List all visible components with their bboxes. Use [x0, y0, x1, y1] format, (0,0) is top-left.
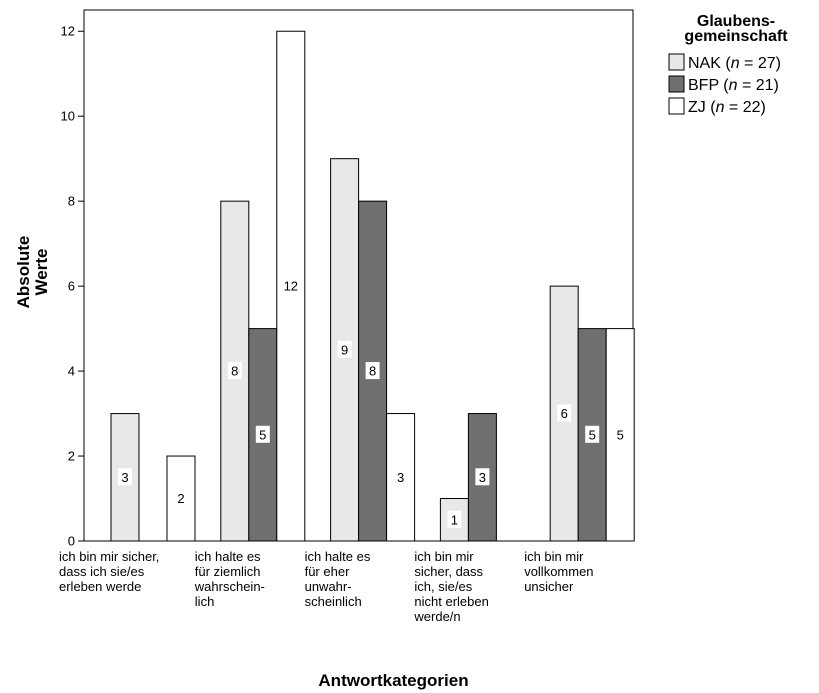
data-label-nak-2: 9	[341, 342, 348, 357]
x-category-line: für eher	[305, 564, 350, 579]
legend-swatch-nak	[668, 53, 685, 71]
data-label-bg	[174, 489, 188, 507]
data-label-nak-3: 1	[451, 512, 458, 527]
x-category-line: unwahr-	[305, 579, 352, 594]
legend-swatch-bfp	[668, 75, 685, 93]
x-category-label-4: ich bin mir vollkommen unsicher	[524, 549, 593, 594]
y-tick-label: 12	[61, 24, 75, 39]
legend: Glaubens-gemeinschaft NAK (n = 27) BFP (n …	[668, 13, 788, 116]
x-category-line: ich halte es	[305, 549, 371, 564]
data-label-nak-4: 6	[561, 406, 568, 421]
x-category-line: erleben werde	[59, 579, 141, 594]
data-label-zj-4: 5	[617, 427, 624, 442]
y-tick-label: 8	[68, 194, 75, 209]
bars	[110, 30, 635, 542]
data-label-zj-2: 3	[397, 470, 404, 485]
x-category-line: sicher, dass	[414, 564, 483, 579]
data-label-nak-0: 3	[121, 470, 128, 485]
x-category-line: dass ich sie/es	[59, 564, 145, 579]
x-category-line: ich halte es	[195, 549, 261, 564]
y-axis-title: AbsoluteWerte	[14, 236, 51, 309]
x-category-line: scheinlich	[305, 594, 362, 609]
y-tick-label: 6	[68, 279, 75, 294]
data-label-bg	[613, 425, 628, 443]
data-label-bfp-1: 5	[259, 427, 266, 442]
x-category-label-3: ich bin mir sicher, dass ich, sie/es nicht …	[413, 549, 488, 624]
data-label-bfp-2: 8	[369, 364, 376, 379]
data-label-bg	[365, 362, 380, 380]
data-label-bg	[118, 468, 132, 486]
x-axis: ich bin mir sicher, dass ich sie/es erlebe…	[59, 549, 594, 624]
x-category-line: ich bin mir	[524, 549, 584, 564]
data-label-bg	[585, 425, 600, 443]
y-tick-label: 4	[68, 364, 75, 379]
legend-entry-bfp: BFP (n = 21)	[688, 77, 779, 94]
bar-zj-0	[166, 455, 196, 542]
data-labels: 3 2 8 5 12 9 8 3 1 3 6 5 5	[118, 277, 628, 528]
x-category-line: ich bin mir	[414, 549, 474, 564]
data-label-bg	[557, 404, 572, 422]
data-label-bg	[337, 340, 352, 358]
data-label-zj-1: 12	[284, 279, 298, 294]
y-tick-label: 0	[68, 534, 75, 549]
x-category-line: ich bin mir sicher,	[59, 549, 159, 564]
data-label-zj-0: 2	[177, 491, 184, 506]
x-category-line: lich	[195, 594, 215, 609]
legend-entry-zj: ZJ (n = 22)	[688, 99, 766, 116]
data-label-bg	[255, 425, 270, 443]
data-label-bg	[279, 277, 302, 295]
x-category-label-2: ich halte es für eher unwahr-scheinlich	[305, 549, 371, 609]
legend-entry-nak: NAK (n = 27)	[688, 55, 781, 72]
x-category-line: werde/n	[413, 609, 460, 624]
legend-swatch-zj	[668, 97, 685, 115]
data-label-bfp-4: 5	[589, 427, 596, 442]
x-axis-title: Antwortkategorien	[318, 671, 468, 690]
data-label-nak-1: 8	[231, 364, 238, 379]
legend-title: Glaubens-gemeinschaft	[684, 13, 788, 45]
x-category-line: vollkommen	[524, 564, 593, 579]
bar-bfp-3	[467, 413, 497, 542]
x-category-line: ich, sie/es	[414, 579, 472, 594]
x-category-line: unsicher	[524, 579, 574, 594]
y-tick-label: 10	[61, 109, 75, 124]
data-label-bg	[447, 510, 462, 528]
axis-titles: Antwortkategorien AbsoluteWerte	[14, 236, 469, 690]
x-category-label-0: ich bin mir sicher, dass ich sie/es erlebe…	[59, 549, 159, 594]
x-category-line: wahrschein-	[194, 579, 265, 594]
y-axis: 0 2 4 6 8 10 12	[61, 24, 84, 549]
x-category-label-1: ich halte es für ziemlich wahrschein-lich	[194, 549, 265, 609]
data-label-bg	[227, 362, 242, 380]
y-tick-label: 2	[68, 449, 75, 464]
data-label-bg	[393, 468, 408, 486]
x-category-line: nicht erleben	[414, 594, 488, 609]
data-label-bg	[475, 468, 490, 486]
x-category-line: für ziemlich	[195, 564, 261, 579]
data-label-bfp-3: 3	[479, 470, 486, 485]
